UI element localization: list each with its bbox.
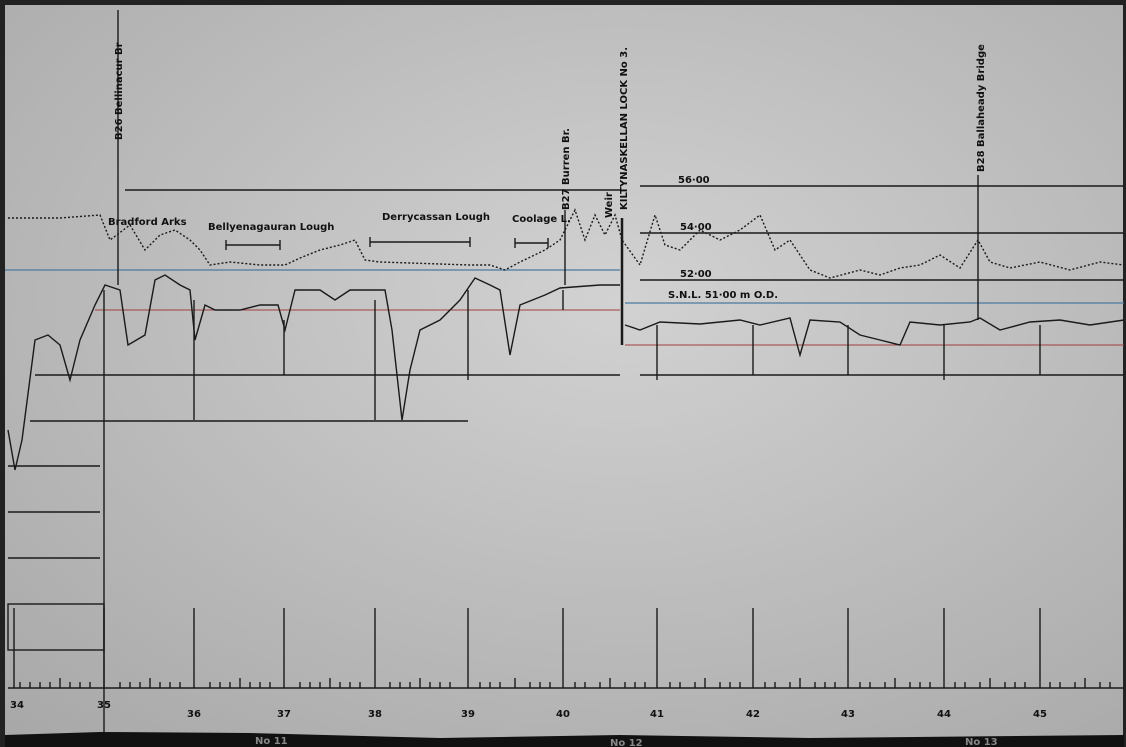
place-label: KILTYNASKELLAN LOCK No 3. <box>619 47 630 210</box>
chainage-label: 37 <box>277 709 291 720</box>
place-label: Weir <box>604 192 615 218</box>
chainage-label: 35 <box>97 700 111 711</box>
place-label: B26 Bellinacur Br <box>114 42 125 140</box>
sheet-label: No 13 <box>965 737 998 747</box>
place-label: Derrycassan Lough <box>382 212 490 223</box>
chainage-label: 38 <box>368 709 382 720</box>
chainage-label: 45 <box>1033 709 1047 720</box>
place-label: Coolage L. <box>512 214 571 225</box>
chainage-label: 40 <box>556 709 570 720</box>
sheet-label: No 11 <box>255 736 288 747</box>
place-label: B28 Ballaheady Bridge <box>976 44 987 172</box>
level-label: 56·00 <box>678 175 710 186</box>
sheet-label: No 12 <box>610 738 643 747</box>
chainage-label: 41 <box>650 709 664 720</box>
level-label: 54·00 <box>680 222 712 233</box>
chainage-label: 39 <box>461 709 475 720</box>
paper <box>5 5 1123 740</box>
chainage-label: 36 <box>187 709 201 720</box>
chainage-label: 42 <box>746 709 760 720</box>
place-label: Bellyenagauran Lough <box>208 222 334 233</box>
chainage-label: 43 <box>841 709 855 720</box>
level-label: S.N.L. 51·00 m O.D. <box>668 290 778 301</box>
level-label: 52·00 <box>680 269 712 280</box>
place-label: B27 Burren Br. <box>561 128 572 210</box>
chainage-label: 34 <box>10 700 24 711</box>
chainage-label: 44 <box>937 709 951 720</box>
place-label: Bradford Arks <box>108 217 187 228</box>
profile-sheet: B26 Bellinacur Br Bradford Arks Bellyena… <box>0 0 1126 747</box>
